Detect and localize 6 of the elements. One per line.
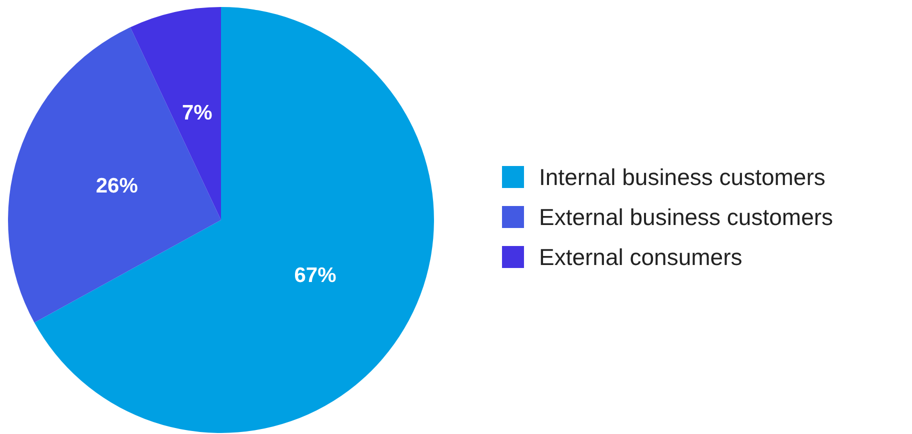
data-label: 67% (294, 264, 337, 288)
legend-label: Internal business customers (539, 164, 826, 190)
legend-label: External business customers (539, 204, 834, 230)
legend-label: External consumers (539, 244, 742, 270)
data-label: 7% (182, 102, 213, 125)
data-label: 26% (96, 174, 138, 198)
